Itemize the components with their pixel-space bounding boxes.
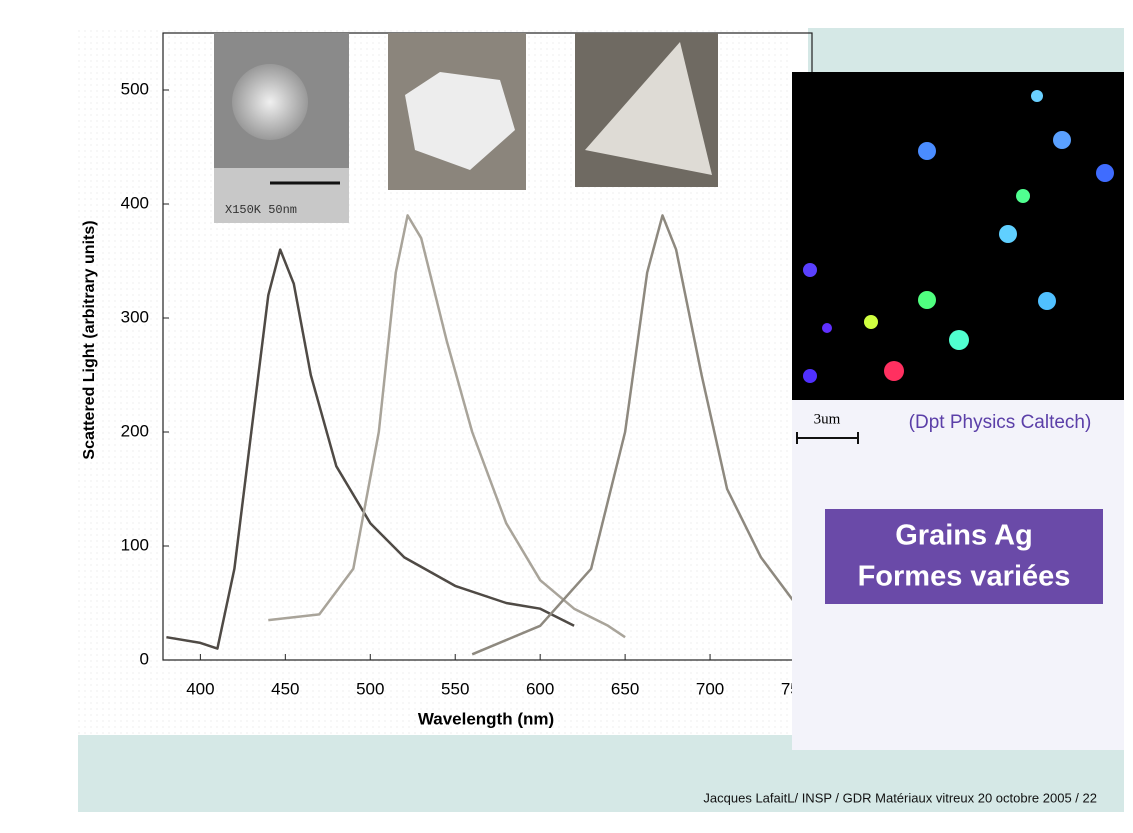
x-tick-label: 500 (356, 679, 384, 698)
x-tick-label: 650 (611, 679, 639, 698)
inset-label: X150K 50nm (225, 203, 297, 217)
particle (585, 42, 712, 175)
spectrum-line (471, 214, 797, 656)
spectrum-line (166, 248, 575, 650)
caption-box (825, 509, 1103, 604)
caption: Grains Ag (895, 520, 1033, 552)
x-tick-label: 550 (441, 679, 469, 698)
x-tick-label: 450 (271, 679, 299, 698)
particle (405, 72, 515, 170)
teal-band-top (808, 28, 1124, 72)
x-tick-label: 400 (186, 679, 214, 698)
spectrum-line (268, 214, 626, 639)
x-tick-label: 600 (526, 679, 554, 698)
y-tick-label: 0 (140, 649, 149, 668)
scale-label: 3um (814, 411, 841, 427)
y-tick-label: 400 (121, 193, 149, 212)
y-axis-label: Scattered Light (arbitrary units) (81, 220, 98, 459)
credit: (Dpt Physics Caltech) (909, 412, 1092, 433)
dots (803, 90, 1114, 383)
caption: Formes variées (858, 561, 1071, 593)
y-tick-label: 300 (121, 307, 149, 326)
y-tick-label: 200 (121, 421, 149, 440)
x-tick-label: 700 (696, 679, 724, 698)
particle (232, 64, 308, 140)
chart: 0100200300400500400450500550600650700750… (81, 32, 813, 728)
footer: Jacques LafaitL/ INSP / GDR Matériaux vi… (703, 790, 1097, 805)
x-axis-label: Wavelength (nm) (418, 709, 554, 728)
y-tick-label: 500 (121, 79, 149, 98)
y-tick-label: 100 (121, 535, 149, 554)
dark-field-image (792, 72, 1124, 400)
inset-label-box (214, 168, 349, 223)
